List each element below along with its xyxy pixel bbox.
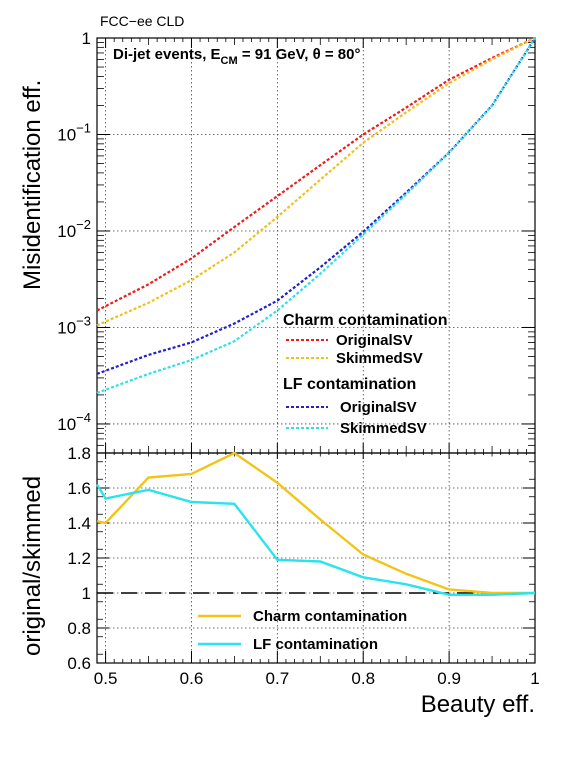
bottom-y-tick-label: 1 (82, 584, 91, 603)
legend-ratio-charm-label: Charm contamination (253, 608, 407, 625)
top-grid (97, 38, 535, 453)
top-y-tick-label: 10−4 (57, 410, 91, 434)
top-y-tick-label: 10−2 (57, 217, 91, 241)
x-tick-label: 1 (530, 669, 539, 688)
x-tick-label: 0.7 (266, 669, 290, 688)
bottom-y-tick-label: 0.6 (67, 654, 91, 673)
legend-lf-original-label: OriginalSV (340, 399, 417, 416)
x-axis-title: Beauty eff. (421, 691, 535, 718)
x-tick-label: 0.5 (94, 669, 118, 688)
experiment-label: FCC−ee CLD (100, 13, 184, 29)
top-y-axis-title: Misidentification eff. (19, 80, 46, 290)
legend-ratio-lf-label: LF contamination (253, 636, 378, 653)
annotation-label: Di-jet events, ECM = 91 GeV, θ = 80° (113, 46, 360, 67)
bottom-y-tick-label: 1.2 (67, 549, 91, 568)
legend-charm-original-label: OriginalSV (336, 332, 413, 349)
legend-charm-skimmed-label: SkimmedSV (336, 350, 423, 367)
bottom-y-tick-label: 0.8 (67, 619, 91, 638)
top-y-tick-label: 10−3 (57, 313, 91, 337)
top-series (96, 37, 536, 394)
bottom-series (95, 451, 536, 596)
legend-charm-header: Charm contamination (283, 312, 447, 329)
top-y-tick-label: 1 (82, 29, 91, 48)
top-series-line (96, 37, 536, 327)
top-series-line (96, 37, 536, 312)
x-tick-label: 0.6 (180, 669, 204, 688)
top-legend: Charm contamination OriginalSV SkimmedSV… (283, 312, 447, 437)
bottom-grid (97, 453, 535, 663)
x-tick-label: 0.8 (351, 669, 375, 688)
bottom-legend: Charm contamination LF contamination (198, 608, 407, 653)
legend-lf-header: LF contamination (283, 376, 416, 393)
top-ticks: 10−4 10−3 10−2 10−1 1 (57, 29, 536, 454)
top-y-tick-label: 10−1 (57, 120, 91, 144)
x-tick-label: 0.9 (437, 669, 461, 688)
ratio-series-line (96, 451, 535, 595)
bottom-ticks: 0.5 0.6 0.7 0.8 0.9 10.60.811.21.41.61.8 (67, 444, 539, 688)
legend-lf-skimmed-label: SkimmedSV (340, 420, 427, 437)
bottom-y-tick-label: 1.8 (67, 444, 91, 463)
ratio-series-line (95, 483, 536, 596)
bottom-y-axis-title: original/skimmed (19, 476, 46, 656)
bottom-y-tick-label: 1.4 (67, 514, 91, 533)
top-series-line (96, 37, 536, 394)
bottom-y-tick-label: 1.6 (67, 479, 91, 498)
